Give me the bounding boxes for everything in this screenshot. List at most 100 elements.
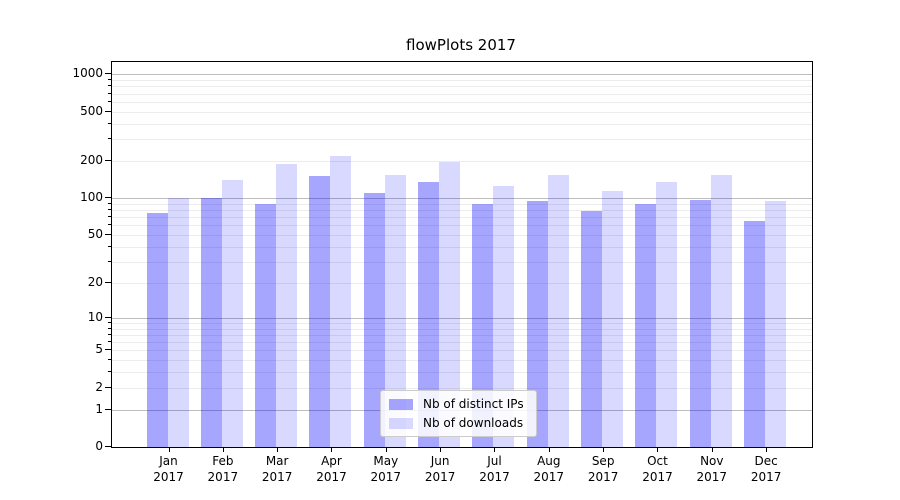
bar-downloads: [221, 180, 243, 447]
y-tick-mark-minor: [108, 122, 111, 124]
y-tick-mark: [105, 160, 111, 162]
y-tick-mark-minor: [108, 224, 111, 226]
bar-distinct-ips: [526, 200, 548, 447]
y-tick-label: 20: [87, 274, 103, 289]
gridline-minor: [112, 360, 812, 362]
x-tick-label: Dec 2017: [738, 453, 794, 485]
bar-distinct-ips: [255, 203, 277, 447]
bar-distinct-ips: [418, 182, 440, 447]
x-tick-mark: [494, 447, 496, 452]
y-tick-label: 2: [95, 379, 103, 394]
x-tick-month: Apr: [321, 454, 342, 468]
y-tick-label: 100: [80, 190, 103, 205]
gridline-major: [112, 74, 812, 76]
x-tick-year: 2017: [750, 470, 782, 484]
x-tick-year: 2017: [370, 470, 402, 484]
legend: Nb of distinct IPs Nb of downloads: [380, 390, 537, 437]
x-tick-mark: [766, 447, 768, 452]
gridline-minor: [112, 161, 812, 163]
bar-downloads: [384, 174, 406, 447]
y-tick-mark: [105, 408, 111, 410]
x-tick-month: Jan: [159, 454, 178, 468]
x-tick-month: Sep: [591, 454, 615, 468]
x-tick-month: Oct: [647, 454, 668, 468]
x-tick-label: Aug 2017: [521, 453, 577, 485]
gridline-minor: [112, 203, 812, 205]
y-tick-mark: [105, 110, 111, 112]
y-tick-mark-minor: [108, 79, 111, 81]
y-tick-mark: [105, 233, 111, 235]
y-tick-mark-minor: [108, 202, 111, 204]
y-tick-mark-minor: [108, 245, 111, 247]
x-tick-month: Mar: [265, 454, 289, 468]
x-tick-label: Sep 2017: [575, 453, 631, 485]
bar-distinct-ips: [309, 176, 331, 447]
bar-downloads: [656, 182, 678, 447]
x-tick-label: Apr 2017: [303, 453, 359, 485]
x-tick-month: Feb: [212, 454, 234, 468]
legend-item-downloads: Nb of downloads: [389, 416, 524, 430]
x-tick-year: 2017: [261, 470, 293, 484]
bar-downloads: [439, 162, 461, 447]
y-tick-mark-minor: [108, 100, 111, 102]
x-tick-label: Nov 2017: [684, 453, 740, 485]
y-tick-mark-minor: [108, 359, 111, 361]
x-tick-mark: [711, 447, 713, 452]
x-tick-year: 2017: [696, 470, 728, 484]
y-tick-mark-minor: [108, 321, 111, 323]
legend-label-downloads: Nb of downloads: [423, 416, 524, 430]
gridline-major: [112, 198, 812, 200]
bar-downloads: [710, 174, 732, 447]
x-tick-mark: [385, 447, 387, 452]
y-tick-label: 200: [80, 153, 103, 168]
x-tick-year: 2017: [153, 470, 184, 484]
bar-downloads: [547, 174, 569, 447]
gridline-minor: [112, 334, 812, 336]
x-tick-year: 2017: [587, 470, 619, 484]
y-tick-mark-minor: [108, 85, 111, 87]
gridline-minor: [112, 387, 812, 389]
bar-distinct-ips: [635, 203, 657, 447]
x-tick-year: 2017: [479, 470, 510, 484]
x-tick-year: 2017: [642, 470, 673, 484]
bar-distinct-ips: [363, 193, 385, 447]
y-tick-label: 500: [80, 103, 103, 118]
bar-downloads: [167, 198, 189, 447]
x-tick-mark: [657, 447, 659, 452]
gridline-minor: [112, 80, 812, 82]
y-tick-mark-minor: [108, 260, 111, 262]
x-tick-month: Jun: [430, 454, 450, 468]
gridline-minor: [112, 123, 812, 125]
y-tick-label: 10: [87, 309, 103, 324]
y-tick-mark-minor: [108, 333, 111, 335]
gridline-minor: [112, 139, 812, 141]
y-tick-mark-minor: [108, 341, 111, 343]
y-tick-label: 0: [95, 439, 103, 453]
y-tick-mark-minor: [108, 327, 111, 329]
x-tick-label: Jul 2017: [466, 453, 522, 485]
x-tick-label: Jun 2017: [412, 453, 468, 485]
x-tick-label: Mar 2017: [249, 453, 305, 485]
x-tick-month: Jul: [487, 454, 502, 468]
x-tick-mark: [277, 447, 279, 452]
y-tick-mark-minor: [108, 92, 111, 94]
gridline-minor: [112, 93, 812, 95]
gridline-minor: [112, 350, 812, 352]
y-tick-label: 50: [87, 226, 103, 241]
y-tick-label: 1000: [72, 66, 103, 81]
x-tick-mark: [168, 447, 170, 452]
x-tick-year: 2017: [316, 470, 347, 484]
bar-distinct-ips: [146, 213, 168, 447]
bar-downloads: [602, 190, 624, 447]
gridline-minor: [112, 101, 812, 103]
y-tick-mark-minor: [108, 216, 111, 218]
x-tick-year: 2017: [207, 470, 239, 484]
gridline-minor: [112, 210, 812, 212]
gridline-minor: [112, 86, 812, 88]
x-tick-label: Jan 2017: [141, 453, 197, 485]
gridline-major: [112, 317, 812, 319]
gridline-minor: [112, 322, 812, 324]
x-tick-mark: [440, 447, 442, 452]
y-tick-mark: [105, 386, 111, 388]
